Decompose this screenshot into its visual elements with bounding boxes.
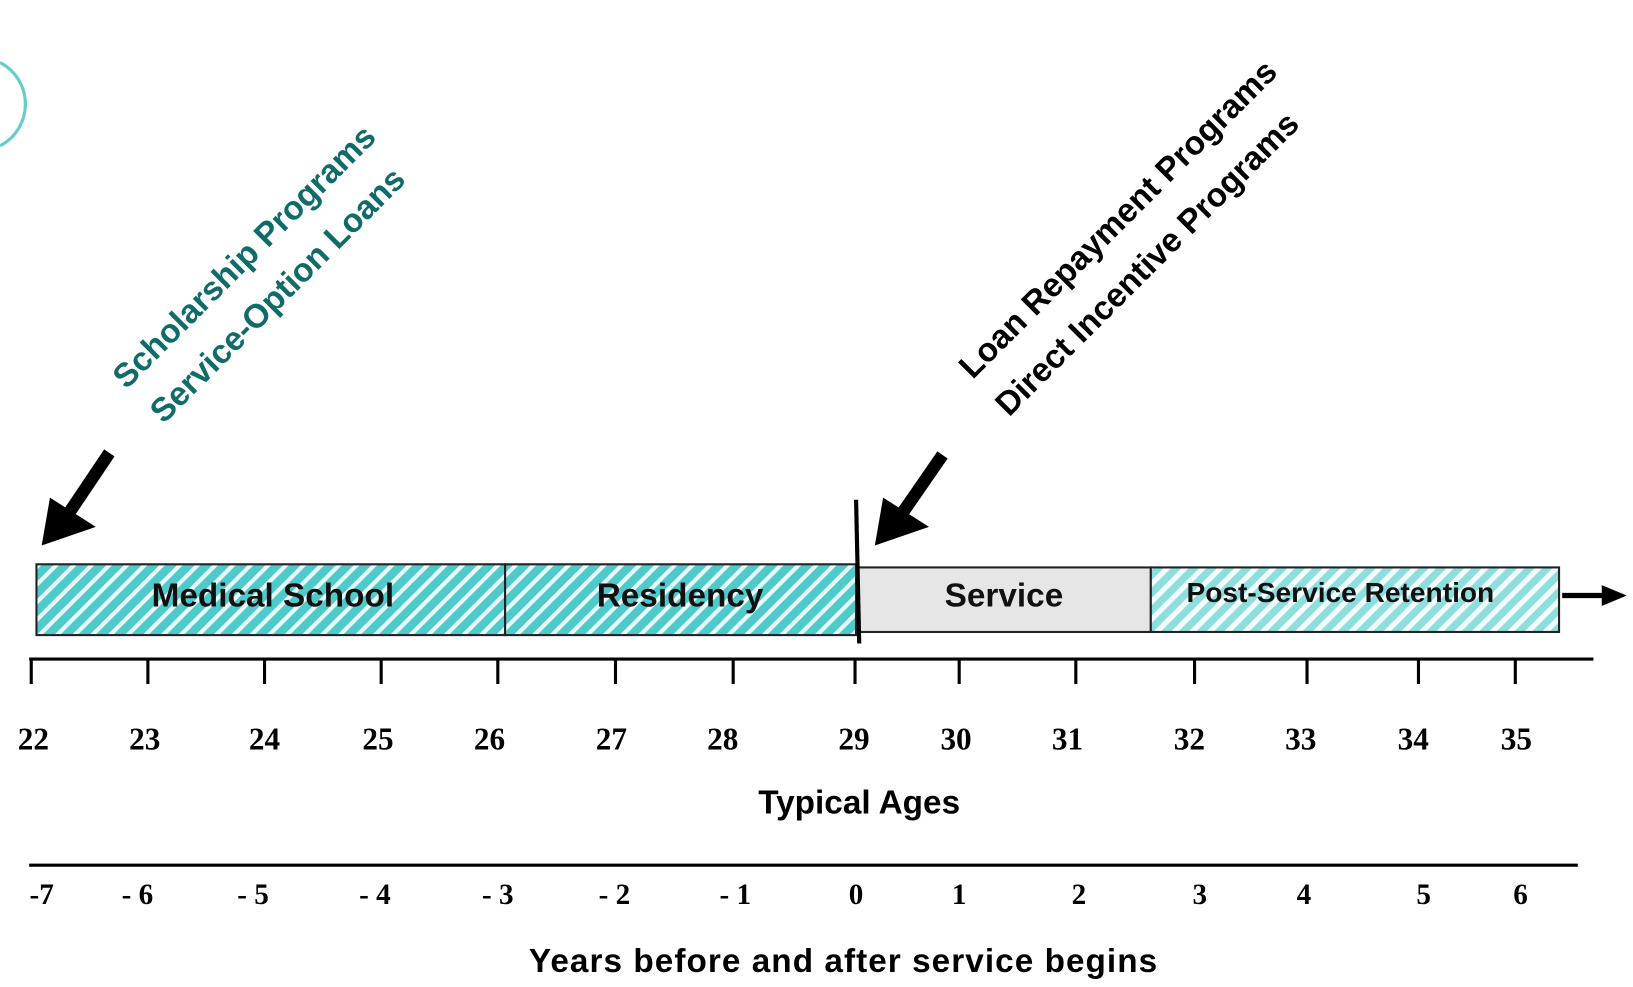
phase-box	[1149, 566, 1561, 634]
phase-box	[855, 566, 1152, 634]
ages-labels: 22 23 24 25 26 27 28 29 30 31 32 33 34 35	[18, 659, 1532, 757]
age-label: 23	[129, 722, 160, 757]
year-label: 6	[1513, 879, 1528, 911]
age-label: 28	[707, 722, 738, 757]
age-label: 35	[1501, 722, 1532, 757]
arrowhead	[1601, 585, 1627, 606]
year-label: 3	[1192, 879, 1207, 911]
age-label: 30	[940, 722, 971, 757]
age-label: 33	[1285, 722, 1316, 757]
age-label: 27	[596, 722, 627, 757]
age-label: 26	[474, 722, 505, 757]
age-label: 22	[18, 722, 49, 757]
year-label: - 3	[482, 879, 514, 911]
year-label: - 4	[359, 879, 391, 911]
arrows	[41, 449, 948, 546]
year-label: 4	[1297, 879, 1312, 911]
age-label: 34	[1398, 722, 1430, 757]
age-label: 32	[1174, 722, 1205, 757]
phases: Medical School Residency Service Post-Se…	[35, 499, 1627, 644]
phase-label: Residency	[597, 577, 764, 614]
year-label: - 2	[599, 879, 631, 911]
age-label: 25	[362, 722, 393, 757]
phase-box	[504, 563, 858, 637]
arrowhead	[41, 497, 96, 546]
year-label: 2	[1072, 879, 1087, 911]
annotation: Direct Incentive Programs	[988, 105, 1306, 423]
ages-title: Typical Ages	[758, 785, 960, 822]
age-label: 24	[249, 722, 281, 757]
year-label: - 5	[237, 879, 269, 911]
year-label: -7	[30, 879, 54, 911]
late-annotations: Loan Repayment Programs Direct Incentive…	[952, 53, 1307, 423]
year-label: - 1	[719, 879, 751, 911]
phase-label: Medical School	[152, 577, 395, 614]
year-label: 1	[952, 879, 967, 911]
arrowhead	[874, 497, 929, 546]
year-label: 5	[1416, 879, 1431, 911]
age-label: 31	[1052, 722, 1083, 757]
phase-label: Post-Service Retention	[1186, 577, 1494, 608]
phase-label: Service	[945, 577, 1064, 614]
early-annotations: Scholarship Programs Service-Option Loan…	[106, 118, 413, 430]
service-start-line	[853, 499, 862, 644]
year-label: 0	[849, 879, 864, 911]
age-label: 29	[838, 722, 869, 757]
decor-arc	[0, 61, 27, 148]
years-title: Years before and after service begins	[529, 943, 1158, 980]
annotation: Loan Repayment Programs	[952, 53, 1285, 385]
years-labels: -7 - 6 - 5 - 4 - 3 - 2 - 1 0 1 2 3 4 5 6	[30, 879, 1528, 911]
year-label: - 6	[122, 879, 154, 911]
